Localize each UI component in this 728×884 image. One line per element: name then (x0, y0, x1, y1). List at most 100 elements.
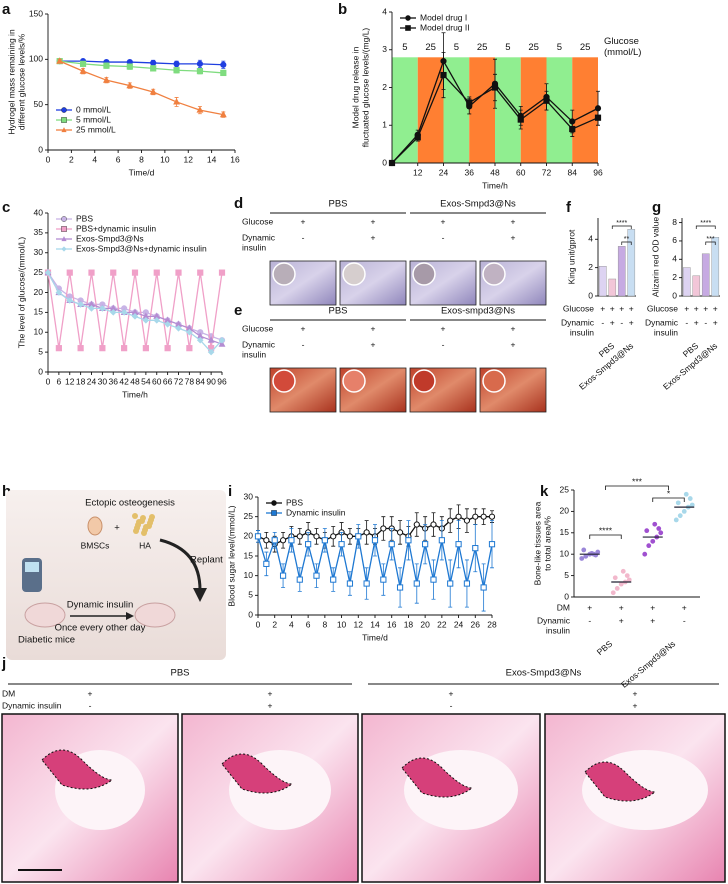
marker (472, 545, 479, 552)
y-tick-label: 2 (382, 82, 387, 92)
significance-label: ** (624, 236, 630, 243)
x-tick-label: 8 (139, 154, 144, 164)
y-tick-label: 20 (34, 287, 44, 297)
glucometer-screen (25, 562, 39, 572)
x-tick-label: 12 (413, 167, 423, 177)
dish-photo (342, 369, 366, 393)
marker (66, 297, 74, 304)
data-point (642, 551, 648, 557)
marker (313, 533, 320, 540)
cells-label: BMSCs (81, 540, 110, 550)
marker (131, 269, 139, 276)
condition-label: Glucose (647, 303, 678, 313)
marker (196, 336, 204, 344)
y-axis-label: different glucose levels/% (16, 33, 26, 130)
arrow (159, 538, 202, 591)
condition-sign: + (684, 303, 689, 313)
marker (99, 305, 106, 312)
marker (288, 537, 295, 544)
y-tick-label: 0 (38, 144, 43, 154)
row-label: DM (2, 688, 15, 698)
x-tick-label: 16 (387, 619, 397, 629)
significance-bracket (611, 225, 632, 229)
column-header: Exos-Smpd3@Ns (506, 668, 582, 679)
row-sign: + (301, 323, 306, 333)
data-point (620, 568, 626, 574)
data-point (589, 550, 595, 556)
x-tick-label: 66 (163, 376, 173, 386)
marker (271, 537, 278, 544)
legend-label: Model drug II (420, 22, 470, 32)
condition-sign: - (588, 615, 591, 625)
row-sign: + (88, 688, 93, 698)
x-tick-label: 2 (69, 154, 74, 164)
condition-sign: + (619, 615, 624, 625)
data-point (646, 543, 652, 549)
marker (279, 572, 287, 579)
y-tick-label: 100 (29, 54, 43, 64)
bone-outline (41, 749, 114, 790)
bar (627, 229, 636, 297)
x-tick-label: 78 (185, 376, 195, 386)
marker (355, 533, 362, 540)
band-label: 5 (454, 42, 459, 53)
y-tick-label: 4 (382, 6, 387, 16)
marker (363, 580, 370, 587)
y-tick-label: 5 (564, 570, 569, 580)
x-axis-label: Time/d (362, 632, 388, 642)
condition-sign: + (610, 303, 615, 313)
ha-granule (136, 519, 142, 525)
marker (414, 134, 421, 141)
row-label: Glucose (242, 323, 273, 333)
x-tick-label: 30 (98, 376, 108, 386)
marker (405, 25, 411, 31)
x-tick-label: 4 (289, 619, 294, 629)
row-sign: + (511, 323, 516, 333)
y-tick-label: 4 (672, 254, 677, 264)
y-tick-label: 0 (564, 591, 569, 601)
row-sign: + (371, 323, 376, 333)
x-tick-label: 14 (370, 619, 380, 629)
row-sign: + (371, 216, 376, 226)
band-label: 25 (528, 42, 539, 53)
x-tick-label: 24 (454, 619, 464, 629)
y-axis-label: Bone-like tissues area (532, 501, 542, 585)
y-tick-label: 35 (34, 227, 44, 237)
data-point (644, 528, 650, 534)
band-label: 25 (425, 42, 436, 53)
y-tick-label: 25 (560, 484, 570, 494)
row-sign: + (371, 339, 376, 349)
marker (197, 269, 204, 276)
marker (440, 71, 447, 79)
marker (405, 15, 411, 21)
data-point (610, 590, 616, 596)
marker (218, 269, 226, 276)
marker (330, 576, 337, 583)
band (443, 57, 470, 163)
x-tick-label: 26 (471, 619, 481, 629)
x-tick-label: 6 (57, 376, 62, 386)
y-tick-label: 0 (588, 290, 593, 300)
significance-label: *** (706, 236, 714, 243)
row-sign: + (268, 688, 273, 698)
band-label: 25 (580, 42, 591, 53)
marker (153, 269, 160, 276)
marker (173, 67, 180, 74)
mouse (24, 602, 66, 628)
row-sign: - (302, 339, 305, 349)
marker (126, 81, 134, 89)
marker (413, 580, 420, 587)
marker (175, 269, 182, 276)
marker (121, 345, 128, 352)
x-tick-label: 96 (593, 167, 603, 177)
data-point (579, 556, 585, 561)
condition-sign: + (703, 303, 708, 313)
marker (44, 269, 52, 276)
marker (455, 541, 462, 548)
band-label: 5 (557, 42, 562, 53)
x-tick-label: 2 (272, 619, 277, 629)
marker (517, 116, 524, 123)
legend-label: 5 mmol/L (76, 114, 111, 124)
marker (186, 345, 193, 352)
material-label: HA (139, 540, 151, 550)
